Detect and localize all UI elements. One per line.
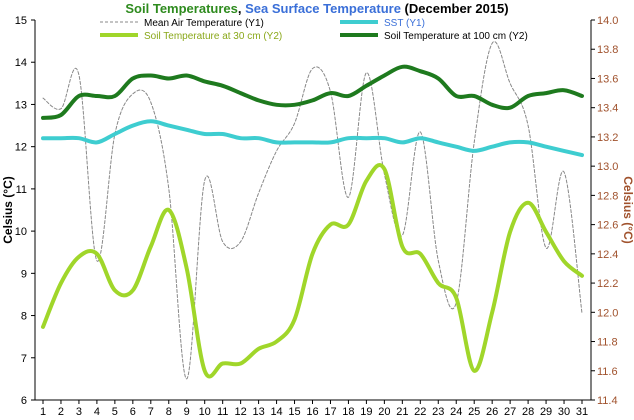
x-tick-label: 14 (270, 406, 282, 418)
x-tick-label: 6 (130, 406, 136, 418)
legend-label-3: Soil Temperature at 100 cm (Y2) (384, 31, 528, 42)
x-tick-label: 27 (504, 406, 516, 418)
x-tick-label: 29 (540, 406, 552, 418)
y2-tick-label: 12.6 (597, 220, 618, 232)
x-ticks: 1 2 3 4 5 6 7 8 9 10 11 12 13 14 15 16 17 18 19 20 21 22 23 24 2… (40, 400, 588, 418)
y-tick-label: 12 (15, 142, 27, 154)
x-tick-label: 18 (342, 406, 354, 418)
x-tick-label: 19 (360, 406, 372, 418)
x-tick-label: 10 (199, 406, 211, 418)
y2-axis-label: Celsius (°C) (621, 176, 634, 243)
legend: Mean Air Temperature (Y1) SST (Y1) Soil Te… (100, 18, 528, 42)
x-tick-label: 24 (450, 406, 462, 418)
x-tick-label: 15 (288, 406, 300, 418)
legend-label-0: Mean Air Temperature (Y1) (144, 18, 264, 29)
y2-tick-label: 13.2 (597, 132, 618, 144)
y-tick-label: 8 (21, 311, 27, 323)
x-tick-label: 30 (558, 406, 570, 418)
y2-tick-label: 12.8 (597, 190, 618, 202)
x-tick-label: 3 (76, 406, 82, 418)
y-tick-label: 14 (15, 57, 27, 69)
y2-tick-label: 12.4 (597, 249, 618, 261)
x-tick-label: 11 (217, 406, 228, 418)
x-tick-label: 26 (486, 406, 498, 418)
legend-label-2: Soil Temperature at 30 cm (Y2) (144, 31, 282, 42)
y-tick-label: 7 (21, 353, 27, 365)
x-tick-label: 4 (94, 406, 100, 418)
y2-tick-label: 12.0 (597, 307, 618, 319)
y-tick-label: 10 (15, 226, 27, 238)
series-group (41, 41, 584, 380)
y-tick-label: 13 (15, 99, 27, 111)
series-line-2 (41, 162, 584, 379)
y-tick-label: 6 (21, 395, 27, 407)
y2-tick-label: 12.2 (597, 278, 618, 290)
y2-tick-label: 13.0 (597, 161, 618, 173)
series-line-0 (42, 41, 583, 380)
x-tick-label: 17 (324, 406, 336, 418)
series-line-1 (41, 119, 584, 158)
y2-tick-label: 13.4 (597, 103, 618, 115)
x-tick-label: 8 (166, 406, 172, 418)
y2-tick-label: 11.4 (597, 395, 618, 407)
y-tick-label: 9 (21, 268, 27, 280)
y2-tick-label: 13.8 (597, 44, 618, 56)
y-ticks: 6 7 8 9 10 11 12 13 14 15 (15, 15, 35, 407)
title-part-0: Soil Temperatures (125, 1, 237, 16)
y2-ticks: 11.4 11.6 11.8 12.0 12.2 12.4 12.6 12.8 13.0 13.2… (591, 15, 618, 407)
x-tick-label: 31 (576, 406, 588, 418)
x-tick-label: 9 (184, 406, 190, 418)
x-tick-label: 28 (522, 406, 534, 418)
y2-tick-label: 13.6 (597, 73, 618, 85)
y-axis-label: Celsius (°C) (1, 176, 15, 243)
x-tick-label: 23 (432, 406, 444, 418)
x-tick-label: 5 (112, 406, 118, 418)
x-tick-label: 20 (378, 406, 390, 418)
x-tick-label: 16 (306, 406, 318, 418)
y-tick-label: 11 (16, 184, 27, 196)
x-tick-label: 1 (40, 406, 46, 418)
series-line-3 (41, 64, 584, 120)
x-tick-label: 25 (468, 406, 480, 418)
title-part-1: , (238, 1, 245, 16)
y2-tick-label: 14.0 (597, 15, 618, 27)
x-tick-label: 22 (414, 406, 426, 418)
x-tick-label: 21 (396, 406, 408, 418)
title-part-3: (December 2015) (401, 1, 509, 16)
x-tick-label: 7 (148, 406, 154, 418)
y2-tick-label: 11.8 (597, 337, 618, 349)
x-tick-label: 2 (58, 406, 64, 418)
y2-tick-label: 11.6 (597, 366, 618, 378)
legend-label-1: SST (Y1) (384, 18, 425, 29)
x-tick-label: 12 (235, 406, 247, 418)
title-part-2: Sea Surface Temperature (245, 1, 401, 16)
chart-title: Soil Temperatures, Sea Surface Temperatu… (125, 1, 508, 16)
y-tick-label: 15 (15, 15, 27, 27)
x-tick-label: 13 (252, 406, 264, 418)
